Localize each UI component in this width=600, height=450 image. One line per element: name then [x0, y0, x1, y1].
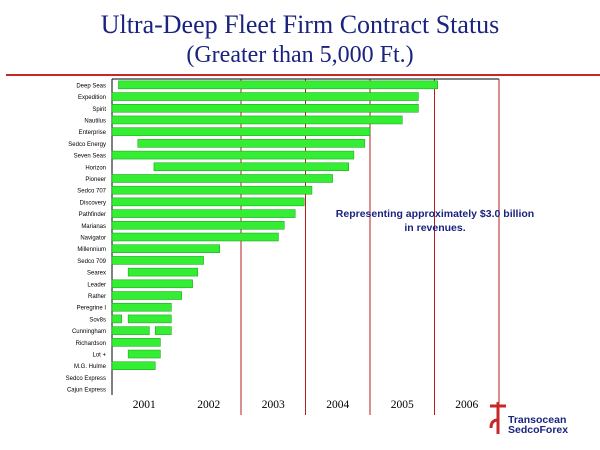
- year-tick-label: 2001: [133, 399, 156, 411]
- contract-bar: [111, 256, 204, 265]
- rig-label: Sedco 707: [77, 189, 106, 195]
- year-tick-label: 2004: [326, 399, 349, 411]
- contract-bar: [111, 314, 122, 324]
- contract-bar: [111, 104, 419, 113]
- rig-label: Discovery: [80, 200, 106, 206]
- rig-label: Cajun Express: [67, 388, 106, 394]
- rig-label: Leader: [87, 282, 106, 288]
- contract-bar: [118, 80, 438, 90]
- rig-label: Millennium: [77, 247, 106, 253]
- rig-label: Rather: [88, 294, 106, 300]
- rig-label: Richardson: [76, 341, 106, 347]
- rig-label: Enterprise: [79, 130, 107, 136]
- contract-bar: [111, 185, 313, 195]
- logo-mark-icon: [489, 402, 506, 434]
- contract-bar: [137, 139, 366, 148]
- contract-bar: [111, 244, 220, 253]
- logo-line-1: Transocean: [508, 414, 567, 426]
- contract-bar: [111, 174, 333, 183]
- contract-bar: [127, 314, 172, 324]
- rig-label: Expedition: [78, 95, 106, 101]
- rig-label: Pioneer: [85, 177, 106, 183]
- contract-bar: [111, 338, 161, 347]
- rig-label: Deep Seas: [76, 83, 106, 89]
- revenue-annotation: Representing approximately $3.0 billion …: [335, 208, 535, 234]
- contract-bar: [111, 127, 371, 136]
- rig-label: Lot +: [92, 353, 106, 359]
- rig-label: Seven Seas: [74, 154, 106, 160]
- contract-bar: [111, 361, 156, 370]
- rig-label: Cunningham: [72, 329, 106, 335]
- rig-label: Sov8s: [89, 317, 106, 323]
- rig-label: Spirit: [92, 107, 106, 113]
- rig-label: Searex: [87, 271, 106, 277]
- contract-bar: [153, 162, 349, 172]
- rig-label: Navigator: [80, 236, 106, 242]
- rig-label: M.G. Hulme: [74, 364, 107, 370]
- chart-title: Ultra-Deep Fleet Firm Contract Status: [100, 10, 500, 39]
- contract-bar: [111, 279, 193, 289]
- contract-bar: [111, 291, 182, 300]
- contract-bar: [111, 232, 279, 242]
- chart-subtitle: (Greater than 5,000 Ft.): [186, 42, 414, 68]
- year-tick-label: 2005: [391, 399, 414, 411]
- rig-label: Nautilus: [84, 118, 106, 124]
- rig-label: Peregrine I: [77, 306, 107, 312]
- contract-bar: [111, 150, 355, 160]
- year-tick-label: 2006: [455, 399, 478, 411]
- contract-bar: [127, 267, 199, 277]
- year-tick-label: 2002: [197, 399, 220, 411]
- rig-label: Sedco 709: [77, 259, 106, 265]
- contract-bar: [154, 326, 172, 335]
- title-divider: [6, 74, 600, 76]
- logo-line-2: SedcoForex: [508, 424, 569, 436]
- contract-bar: [111, 197, 305, 207]
- contract-bar: [111, 326, 150, 335]
- year-tick-label: 2003: [262, 399, 285, 411]
- contract-bar: [111, 302, 172, 312]
- rig-label: Sedco Energy: [68, 142, 106, 148]
- rig-label: Sedco Express: [66, 376, 106, 382]
- contract-bar: [111, 209, 296, 218]
- contract-bar: [111, 92, 419, 101]
- contract-bar: [127, 349, 161, 359]
- contract-bar: [111, 221, 285, 230]
- rig-label: Horizon: [85, 165, 106, 171]
- contract-bar: [111, 115, 403, 125]
- rig-label: Pathfinder: [79, 212, 106, 218]
- rig-label: Marianas: [81, 224, 106, 230]
- company-logo: Transocean SedcoForex: [488, 400, 598, 442]
